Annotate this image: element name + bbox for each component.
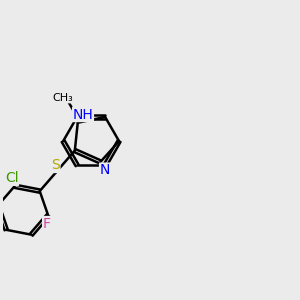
Text: F: F <box>43 217 51 230</box>
Text: CH₃: CH₃ <box>52 93 73 103</box>
Text: Cl: Cl <box>5 171 18 185</box>
Text: S: S <box>51 158 60 172</box>
Text: N: N <box>100 163 110 177</box>
Text: NH: NH <box>73 107 93 122</box>
